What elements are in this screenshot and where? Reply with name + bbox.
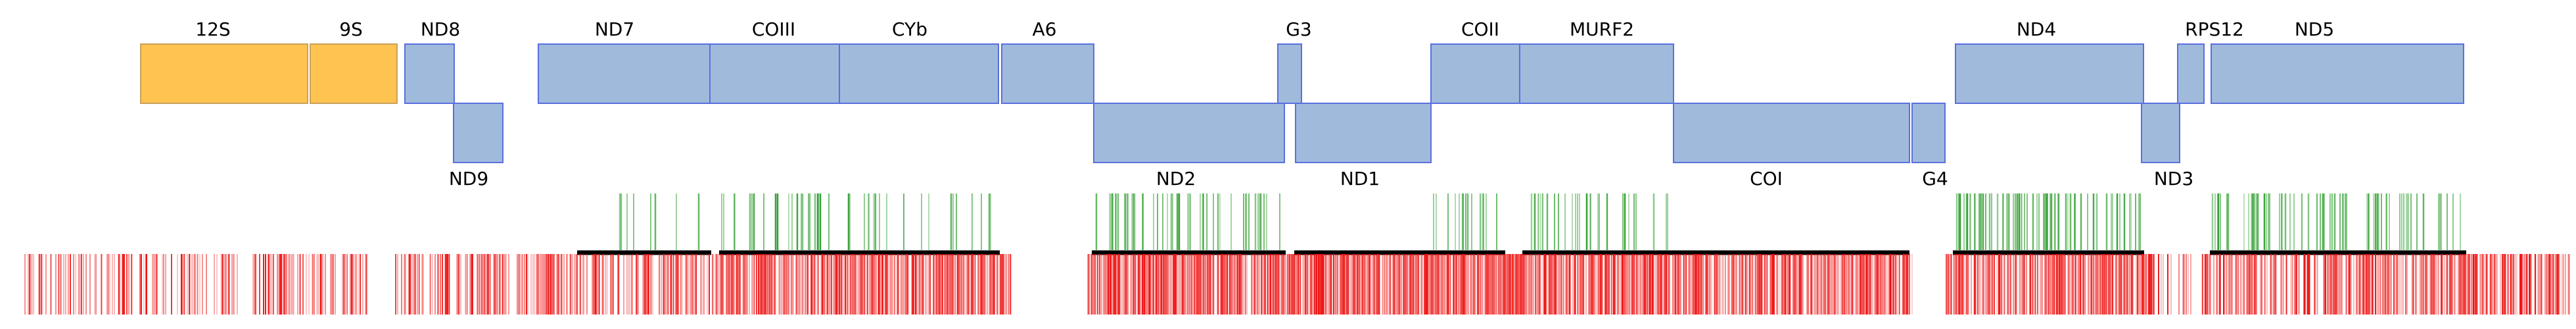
gene-label-coiii: COIII [752,18,795,40]
gene-box-murf2 [1519,43,1674,104]
gene-box-nd8 [404,43,455,104]
gene-label-rps12: RPS12 [2185,18,2244,40]
top-strand-genes [140,43,2464,104]
gene-box-rps12 [2177,43,2205,104]
gene-label-nd8: ND8 [421,18,460,40]
gene-label-g4: G4 [1922,168,1948,190]
gene-label-12s: 12S [195,18,230,40]
gene-box-coi [1673,103,1910,163]
gene-box-nd1 [1295,103,1432,163]
gene-label-coii: COII [1461,18,1499,40]
red-tick-track [24,254,2570,315]
gene-label-nd1: ND1 [1340,168,1380,190]
gene-label-g3: G3 [1286,18,1312,40]
gene-box-coii [1430,43,1520,104]
gene-label-nd4: ND4 [2017,18,2056,40]
gene-label-nd3: ND3 [2154,168,2193,190]
gene-label-9s: 9S [339,18,363,40]
gene-label-murf2: MURF2 [1570,18,1634,40]
gene-box-nd5 [2211,43,2464,104]
gene-box-nd9 [453,103,503,163]
bottom-strand-genes [453,103,2180,163]
gene-label-nd2: ND2 [1156,168,1196,190]
gene-label-nd9: ND9 [449,168,488,190]
gene-box-9s [310,43,398,104]
gene-box-coiii [709,43,840,104]
gene-box-cyb [839,43,999,104]
gene-label-nd7: ND7 [595,18,634,40]
gene-label-cyb: CYb [892,18,927,40]
gene-box-g3 [1277,43,1302,104]
gene-box-nd7 [538,43,711,104]
gene-label-nd5: ND5 [2295,18,2334,40]
gene-label-a6: A6 [1033,18,1057,40]
gene-labels: 12S 9S ND8 ND7 COIII CYb A6 G3 COII MURF… [195,18,2334,190]
gene-box-a6 [1001,43,1094,104]
green-tick-track [619,193,2461,250]
gene-label-coi: COI [1750,168,1783,190]
gene-box-nd4 [1955,43,2144,104]
gene-box-nd3 [2141,103,2180,163]
gene-box-12s [140,43,308,104]
gene-box-nd2 [1093,103,1285,163]
gene-box-g4 [1911,103,1946,163]
